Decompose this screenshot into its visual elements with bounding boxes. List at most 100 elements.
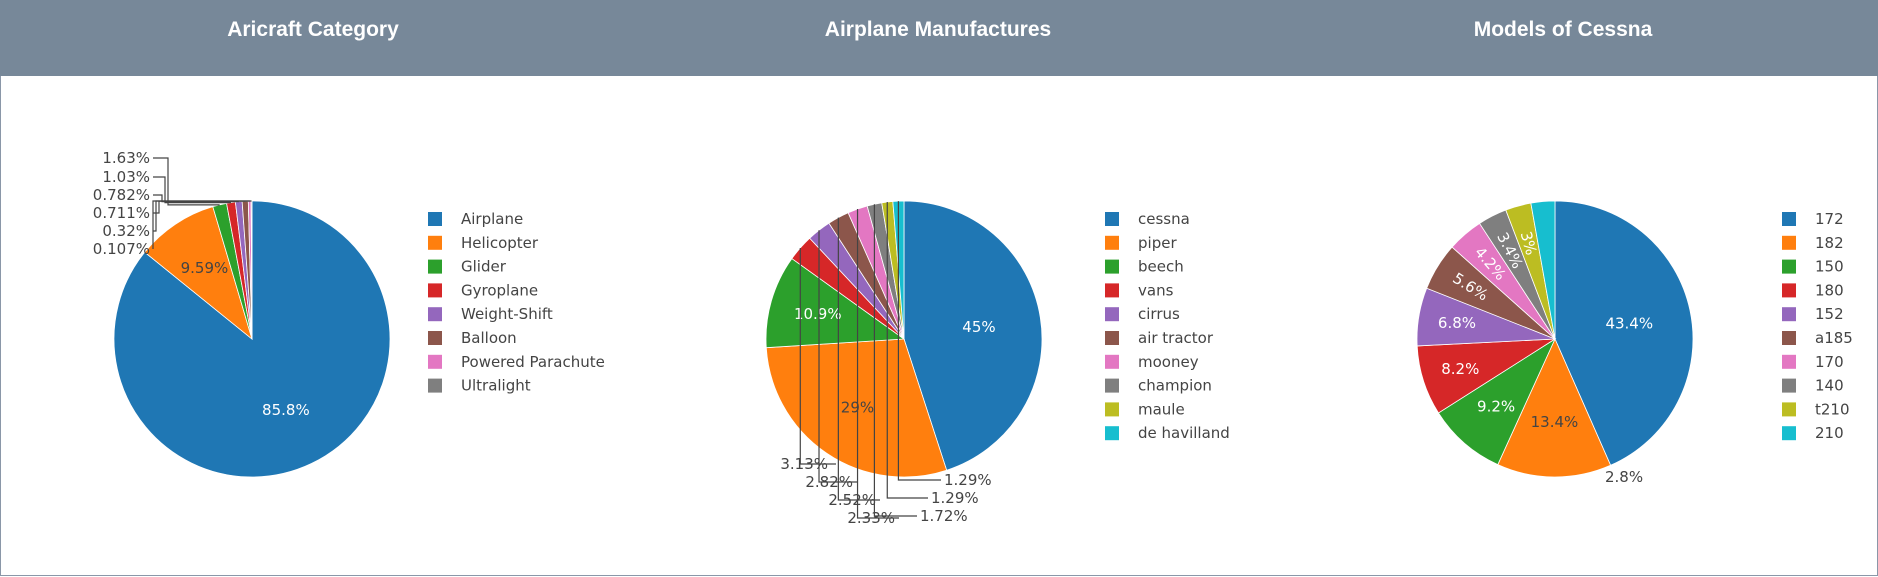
slice-label-mooney: 2.33%: [847, 509, 895, 527]
legend-label-air-tractor: air tractor: [1138, 329, 1214, 347]
slice-label-ultralight: 0.107%: [93, 240, 150, 258]
legend-swatch-de-havilland: [1105, 426, 1119, 441]
slice-label-210: 2.8%: [1605, 468, 1643, 486]
legend-label-helicopter: Helicopter: [461, 234, 539, 252]
legend-label-airplane: Airplane: [461, 210, 523, 228]
leader-line-vans: [799, 247, 836, 465]
legend-label-balloon: Balloon: [461, 329, 517, 347]
legend-swatch-mooney: [1105, 354, 1119, 369]
slice-label-182: 13.4%: [1531, 413, 1579, 431]
legend-label-170: 170: [1815, 353, 1844, 371]
legend-swatch-airplane: [428, 212, 442, 226]
legend-swatch-balloon: [428, 331, 442, 345]
legend-label-ultralight: Ultralight: [461, 377, 531, 395]
legend-label-powered-parachute: Powered Parachute: [461, 353, 605, 371]
chart-title-models-of-cessna: Models of Cessna: [1473, 18, 1653, 41]
legend-swatch-172: [1782, 212, 1796, 226]
legend-swatch-180: [1782, 283, 1796, 298]
header-bar: Aricraft Category Airplane Manufactures …: [0, 0, 1878, 76]
slice-label-vans: 3.13%: [780, 455, 828, 473]
legend-label-180: 180: [1815, 281, 1844, 299]
legend-label-piper: piper: [1138, 234, 1177, 252]
legend-swatch-182: [1782, 235, 1796, 250]
legend-swatch-weight-shift: [428, 307, 442, 322]
legend-label-champion: champion: [1138, 377, 1212, 395]
legend-swatch-maule: [1105, 402, 1119, 417]
legend-swatch-170: [1782, 354, 1796, 369]
chart-title-airplane-manufactures: Airplane Manufactures: [824, 18, 1052, 41]
leader-line-air-tractor: [837, 217, 880, 501]
legend-label-140: 140: [1815, 377, 1844, 395]
slice-label-champion: 1.72%: [920, 507, 968, 525]
legend-swatch-helicopter: [428, 235, 442, 250]
leader-line-de-havilland: [897, 201, 941, 481]
legend-swatch-vans: [1105, 283, 1119, 298]
slice-label-t210: 3%: [1517, 229, 1541, 257]
legend-label-t210: t210: [1815, 400, 1850, 418]
slice-label-180: 8.2%: [1441, 360, 1479, 378]
legend-label-a185: a185: [1815, 329, 1853, 347]
legend-swatch-powered-parachute: [428, 354, 442, 369]
pie-slice-172: [1554, 200, 1694, 466]
pie-slice-helicopter: [144, 206, 253, 341]
legend-label-152: 152: [1815, 305, 1844, 323]
legend-swatch-air-tractor: [1105, 331, 1119, 345]
legend-label-cessna: cessna: [1138, 210, 1190, 228]
slice-label-172: 43.4%: [1605, 314, 1653, 332]
legend-swatch-piper: [1105, 235, 1119, 250]
legend-swatch-cirrus: [1105, 307, 1119, 322]
pie-chart-2: 43.4%13.4%9.2%8.2%6.8%5.6%4.2%3.4%3%2.8%…: [1416, 200, 1853, 486]
legend-label-172: 172: [1815, 210, 1844, 228]
legend-label-beech: beech: [1138, 258, 1184, 276]
legend-swatch-150: [1782, 259, 1796, 274]
chart-title-aircraft-category: Aricraft Category: [227, 18, 399, 41]
slice-label-150: 9.2%: [1477, 398, 1515, 416]
legend-swatch-beech: [1105, 259, 1119, 274]
legend-label-maule: maule: [1138, 400, 1185, 418]
legend-label-182: 182: [1815, 234, 1844, 252]
legend-swatch-140: [1782, 378, 1796, 393]
slice-label-cirrus: 2.82%: [805, 473, 853, 491]
leader-line-ultralight: [152, 200, 252, 249]
legend-swatch-ultralight: [428, 378, 442, 393]
legend-label-glider: Glider: [461, 258, 507, 276]
slice-label-de-havilland: 1.29%: [944, 471, 992, 489]
legend-label-vans: vans: [1138, 281, 1174, 299]
legend-swatch-glider: [428, 259, 442, 274]
slice-label-cessna: 45%: [962, 318, 995, 336]
legend-swatch-champion: [1105, 378, 1119, 393]
slice-label-weight-shift: 0.782%: [93, 186, 150, 204]
pie-slice-cessna: [903, 200, 1043, 471]
legend-swatch-gyroplane: [428, 283, 442, 298]
pie-chart-1: 45%29%10.9%3.13%2.82%2.52%2.33% 1.72%1.29…: [765, 200, 1230, 527]
slice-label-gyroplane: 1.03%: [102, 168, 150, 186]
legend-label-mooney: mooney: [1138, 353, 1199, 371]
slice-label-airplane: 85.8%: [262, 401, 310, 419]
legend-label-cirrus: cirrus: [1138, 305, 1180, 323]
leader-line-champion: [873, 204, 917, 517]
pie-slice-182: [1497, 338, 1612, 478]
legend-label-150: 150: [1815, 258, 1844, 276]
legend-label-weight-shift: Weight-Shift: [461, 305, 553, 323]
pie-slice-piper: [765, 338, 948, 478]
slice-label-152: 6.8%: [1438, 314, 1476, 332]
slice-label-balloon: 0.711%: [93, 204, 150, 222]
legend-label-de-havilland: de havilland: [1138, 424, 1230, 442]
legend-swatch-a185: [1782, 331, 1796, 345]
slice-label-maule: 1.29%: [931, 489, 979, 507]
legend-label-gyroplane: Gyroplane: [461, 281, 538, 299]
pie-slice-210: [1530, 200, 1556, 340]
slice-label-powered-parachute: 0.32%: [102, 222, 150, 240]
legend-label-210: 210: [1815, 424, 1844, 442]
slice-label-glider: 1.63%: [102, 149, 150, 167]
leader-line-cirrus: [818, 230, 858, 483]
leader-line-glider: [153, 157, 220, 206]
pie-chart-0: 85.8% 9.59% 1.63%1.03%0.782%0.711%0.32%0.1…: [93, 149, 605, 478]
legend-swatch-t210: [1782, 402, 1796, 417]
slice-label-beech: 10.9%: [794, 305, 842, 323]
slice-label-helicopter: 9.59%: [181, 259, 229, 277]
leader-line-maule: [886, 202, 928, 499]
legend-swatch-152: [1782, 307, 1796, 322]
slice-label-air-tractor: 2.52%: [828, 491, 876, 509]
